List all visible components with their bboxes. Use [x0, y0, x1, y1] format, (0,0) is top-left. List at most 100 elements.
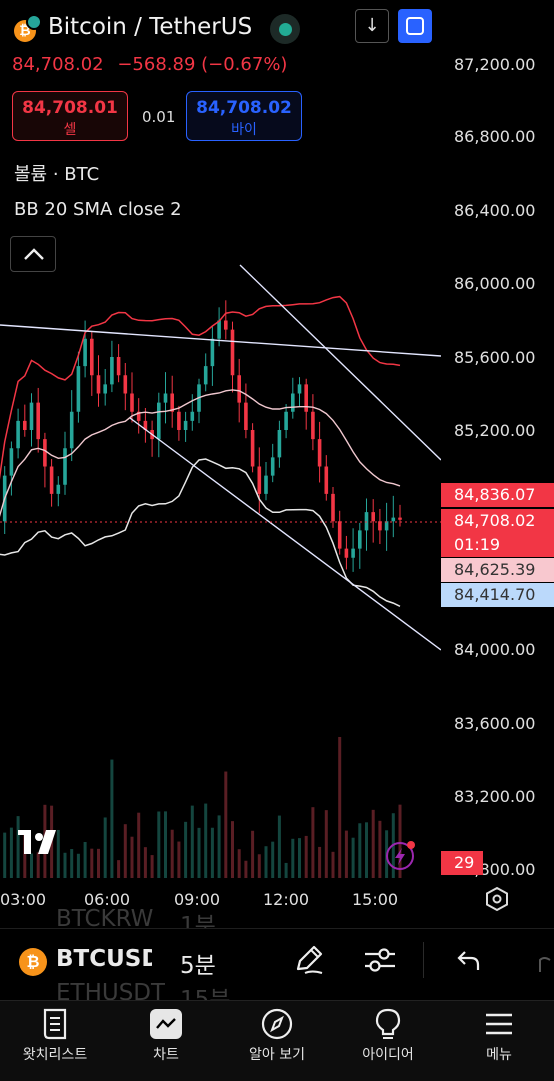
volume-bar	[344, 830, 348, 878]
nav-ideas[interactable]: 아이디어	[333, 1008, 443, 1064]
candle-body	[177, 411, 181, 430]
exchange-badge-icon	[26, 14, 42, 30]
last-price-tag-value: 84,708.02	[454, 511, 536, 530]
flash-alert-icon	[386, 841, 415, 870]
volume-bar	[83, 841, 87, 878]
bb-upper-band	[0, 295, 401, 480]
bb-middle-band	[0, 389, 401, 517]
fullscreen-button[interactable]	[398, 9, 432, 43]
bb-lower-band	[0, 458, 401, 607]
buy-price: 84,708.02	[196, 98, 292, 118]
volume-bar	[164, 811, 167, 878]
volume-bar	[137, 812, 141, 878]
volume-bar	[231, 821, 234, 878]
collapse-legend-button[interactable]	[10, 236, 56, 272]
volume-bar	[170, 829, 174, 878]
volume-bar	[358, 823, 362, 878]
price-chart[interactable]	[0, 0, 441, 880]
ghost-symbol-below: ETHUSDT	[56, 980, 166, 1000]
candle-body	[391, 517, 396, 522]
indicator-settings-icon[interactable]	[362, 943, 398, 977]
volume-bar	[217, 815, 221, 878]
volume-bar	[210, 827, 214, 878]
nav-watchlist-label: 왓치리스트	[22, 1047, 88, 1063]
bb-upper-tag: 84,836.07	[441, 483, 554, 507]
volume-bar	[123, 824, 127, 878]
candle-body	[43, 439, 47, 467]
symbol-title[interactable]: Bitcoin / TetherUS	[48, 14, 253, 40]
y-axis-label: 85,600.00	[454, 348, 536, 367]
candle-body	[136, 411, 141, 421]
volume-bar	[157, 811, 161, 878]
buy-button[interactable]: 84,708.02 바이	[186, 91, 302, 141]
volume-bar	[311, 807, 315, 878]
candle-body	[63, 448, 67, 485]
drawing-tools-icon[interactable]	[290, 940, 328, 978]
volume-bar	[351, 837, 355, 878]
candle-body	[270, 457, 275, 476]
sell-label: 셀	[63, 122, 77, 138]
volume-bar	[298, 838, 301, 878]
candle-body	[257, 466, 262, 494]
nav-watchlist[interactable]: 왓치리스트	[0, 1008, 110, 1064]
candle-body	[76, 366, 81, 412]
y-axis-label: 83,600.00	[454, 714, 536, 733]
candle-body	[277, 430, 282, 458]
redo-icon[interactable]	[530, 950, 554, 974]
price-change: −568.89 (−0.67%)	[117, 54, 288, 75]
candle-body	[398, 517, 402, 520]
volume-bar	[70, 849, 74, 878]
candle-body	[16, 420, 20, 449]
volume-bar	[318, 846, 322, 878]
price-summary: 84,708.02 −568.89 (−0.67%)	[12, 54, 287, 75]
volume-bar	[251, 830, 255, 878]
volume-bar	[76, 853, 80, 878]
menu-icon	[486, 1013, 512, 1035]
candle-body	[170, 393, 174, 412]
volume-bar	[197, 827, 201, 878]
volume-bar	[30, 853, 33, 878]
candle-body	[69, 411, 74, 449]
candle-body	[304, 384, 308, 412]
volume-indicator-legend[interactable]: 볼륨 · BTC	[14, 164, 100, 185]
candle-body	[250, 430, 255, 467]
candle-body	[110, 357, 114, 385]
volume-bar	[150, 855, 154, 878]
volume-bar	[378, 820, 382, 878]
candle-body	[163, 393, 168, 403]
candle-body	[90, 338, 94, 376]
candle-body	[130, 393, 134, 412]
interval-selector[interactable]: 5분	[180, 953, 216, 979]
candle-body	[364, 512, 369, 531]
volume-bar	[130, 836, 134, 878]
candle-body	[96, 375, 101, 394]
chart-settings-icon[interactable]	[484, 886, 510, 912]
volume-tag: 29	[441, 851, 483, 875]
ghost-interval-below: 15분	[180, 987, 231, 1000]
undo-icon[interactable]	[453, 946, 483, 974]
nav-chart[interactable]: 차트	[111, 1008, 221, 1064]
volume-bar	[204, 803, 208, 878]
bollinger-indicator-legend[interactable]: BB 20 SMA close 2	[14, 199, 182, 220]
tradingview-logo-icon	[18, 830, 56, 854]
fullscreen-icon	[406, 17, 424, 35]
nav-menu[interactable]: 메뉴	[444, 1008, 554, 1064]
candle-body	[358, 530, 362, 549]
trendline-resistance	[0, 324, 441, 357]
y-axis-label: 85,200.00	[454, 421, 536, 440]
candle-body	[123, 375, 128, 394]
candle-body	[291, 393, 295, 412]
x-axis-label: 03:00	[0, 890, 47, 909]
volume-bar	[224, 771, 228, 878]
x-axis-label: 06:00	[84, 890, 131, 909]
y-axis-label: 84,000.00	[454, 640, 536, 659]
volume-bar	[271, 841, 275, 878]
candle-body	[210, 338, 215, 367]
y-axis-label: 87,200.00	[454, 55, 536, 74]
candle-body	[203, 366, 208, 385]
candle-body	[29, 402, 34, 430]
sell-button[interactable]: 84,708.01 셀	[12, 91, 128, 141]
nav-explore[interactable]: 알아 보기	[222, 1008, 332, 1064]
download-button[interactable]: ↓	[355, 9, 389, 43]
symbol-selector[interactable]: BTCUSDT	[56, 946, 152, 972]
